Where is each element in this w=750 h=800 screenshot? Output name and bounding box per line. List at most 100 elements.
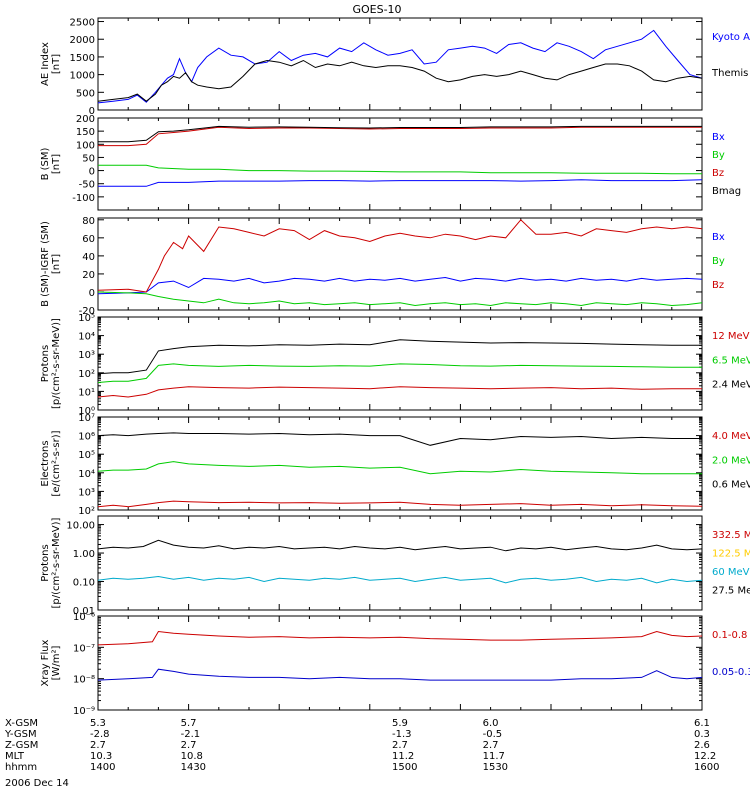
legend-entry: Bmag [712,186,741,197]
panel-2: -100 -50 0 50 100 150 200 B (SM) [nT] Bx By Bz Bmag [40,114,741,211]
legend-entry: 60 MeV [712,567,750,578]
y-tick-label: 10⁻⁶ [73,612,95,623]
footer-value: -2.8 [90,729,110,740]
legend-entry: By [712,256,725,267]
series-line-0-1-0-8-nm [97,630,703,646]
legend-entry: 6.5 MeV [712,355,750,366]
series-line-0-6-mev [97,432,702,446]
y-axis-label: [nT] [51,154,62,174]
y-axis-label: [nT] [51,54,62,74]
series-line-by [97,291,703,307]
y-axis-label: [W/m²] [51,645,62,680]
footer-value: 2.7 [483,740,499,751]
y-tick-label: 10⁵ [78,313,95,324]
footer-row-label: Y-GSM [4,729,37,740]
y-tick-label: 0.10 [73,578,95,589]
footer-value: 1400 [90,762,115,773]
legend-entry: 2.4 MeV [712,380,750,391]
legend-entry: 0.1-0.8 nm [712,630,750,641]
footer-value: 5.7 [181,718,197,729]
footer-value: 10.8 [181,751,203,762]
panel-3: -20 0 20 40 60 80 B (SM)-IGRF (SM) [nT] Bx By Bz [40,216,725,317]
legend-entry: 0.6 MeV [712,480,750,491]
y-tick-label: 10² [78,369,95,380]
legend-entry: Bz [712,168,724,179]
y-tick-label: 1000 [70,71,95,82]
y-axis-label: B (SM) [40,147,51,180]
footer-value: 1500 [392,762,417,773]
footer-value: 11.7 [483,751,505,762]
legend-entry: Bx [712,232,725,243]
y-tick-label: 20 [82,270,95,281]
panel-frame [97,117,703,211]
panel-5: 10² 10³ 10⁴ 10⁵ 10⁶ 10⁷ Electrons [e/(cm²-s-sr)… [40,413,750,517]
y-tick-label: 50 [82,153,95,164]
y-tick-label: 0 [89,288,95,299]
y-tick-label: 10⁴ [78,469,95,480]
legend-entry: 4.0 MeV [712,431,750,442]
y-tick-label: 10⁵ [78,450,95,461]
y-tick-label: -100 [72,193,95,204]
panel-frame [97,515,703,611]
footer-value: 10.3 [90,751,112,762]
legend-entry: 12 MeV [712,331,750,342]
panel-4: 10⁰ 10¹ 10² 10³ 10⁴ 10⁵ Protons [p/(cm²-s-sr-Me… [40,313,750,417]
footer-value: -1.3 [392,729,412,740]
y-axis-label: Protons [40,345,51,382]
y-axis-label: Protons [40,544,51,581]
y-tick-label: 10⁷ [78,413,95,424]
series-line-6-5-mev [97,363,702,383]
y-tick-label: 10⁴ [78,332,95,343]
series-line-by [98,164,702,175]
series-line-27-5-mev [97,539,703,552]
y-axis-label: [p/(cm²-s-sr-MeV)] [51,318,62,409]
footer-value: -2.1 [181,729,201,740]
y-tick-label: 2000 [70,35,95,46]
y-tick-label: 10⁻⁸ [73,675,95,686]
y-tick-label: 0.01 [73,606,95,617]
footer-value: 6.1 [694,718,710,729]
y-tick-label: 10⁰ [78,406,95,417]
footer-value: 5.9 [392,718,408,729]
series-line-2-4-mev [97,339,702,375]
footer-row-label: X-GSM [5,718,38,729]
y-tick-label: 500 [76,88,95,99]
series-line-bx [98,179,703,187]
footer-value: 5.3 [90,718,106,729]
y-axis-label: B (SM)-IGRF (SM) [40,221,51,307]
y-axis-label: [nT] [51,254,62,274]
footer-value: 2.7 [392,740,408,751]
y-tick-label: 100 [76,140,95,151]
panel-1: 0 500 1000 1500 2000 2500 AE Index[nT] Kyoto AE… [40,17,750,117]
y-tick-label: 0 [89,167,95,178]
footer-value: 6.0 [483,718,499,729]
legend-entry: Bx [712,132,725,143]
legend-entry: 122.5 MeV [712,549,750,560]
legend-entry: 27.5 MeV [712,586,750,597]
series-line-2-0-mev [97,461,702,475]
y-tick-label: 1.00 [73,549,95,560]
footer-value: 11.2 [392,751,414,762]
legend-entry: Themis AE [711,68,750,79]
series-line-themis-ae [97,59,703,102]
legend-entry: 332.5 MeV [712,530,750,541]
date-label: 2006 Dec 14 [5,778,69,789]
y-tick-label: -20 [79,306,95,317]
y-tick-label: 10² [78,506,95,517]
y-axis-label: AE Index [40,42,51,86]
y-tick-label: 10⁻⁹ [73,706,95,717]
y-tick-label: 10.00 [66,521,95,532]
panel-7: 10⁻⁹ 10⁻⁸ 10⁻⁷ 10⁻⁶ Xray Flux[W/m²] 0.1-0.8 n… [40,612,750,717]
y-tick-label: 2500 [70,18,95,29]
footer-row-label: hhmm [5,762,37,773]
y-tick-label: 1500 [70,53,95,64]
series-line-12-mev [97,386,702,398]
footer-value: 2.7 [181,740,197,751]
y-tick-label: 10¹ [78,387,95,398]
series-line-60-mev [97,575,703,584]
y-tick-label: 60 [82,234,95,245]
y-tick-label: 10³ [78,350,95,361]
footer-value: 1530 [483,762,508,773]
orbit-footer: X-GSM 5.3 5.7 5.9 6.0 6.1 Y-GSM -2.8 -2.1 -1.3 -0.… [4,718,719,773]
